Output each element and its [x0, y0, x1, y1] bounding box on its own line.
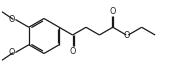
Text: O: O	[69, 47, 76, 56]
Text: O: O	[9, 15, 15, 24]
Text: O: O	[123, 30, 130, 40]
Text: O: O	[110, 7, 116, 16]
Text: O: O	[9, 48, 15, 57]
